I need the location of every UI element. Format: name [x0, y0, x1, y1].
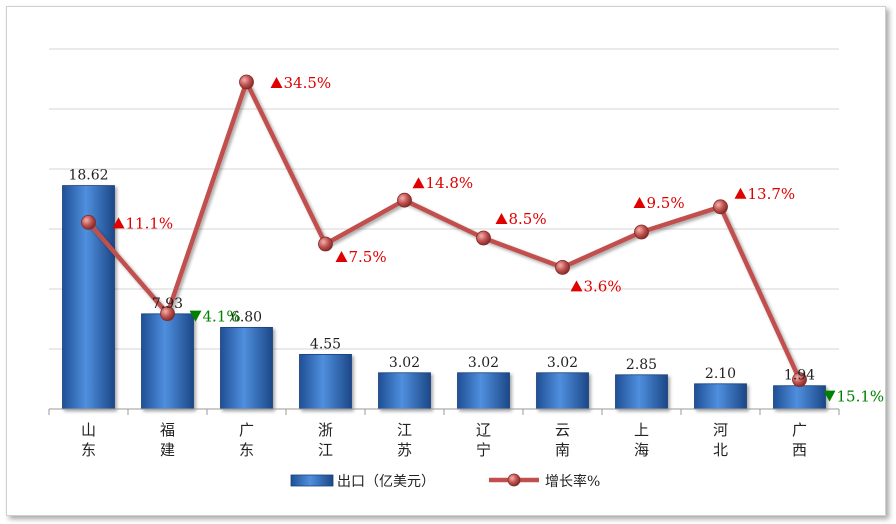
bar-value-label: 6.80: [231, 309, 262, 325]
up-triangle-icon: [112, 217, 125, 229]
growth-rate-label: 13.7%: [748, 185, 796, 203]
growth-rate-label: 3.6%: [584, 277, 622, 295]
category-label-line2: 东: [239, 441, 254, 459]
growth-point: [81, 214, 96, 230]
bar-value-label: 18.62: [68, 168, 108, 184]
growth-point: [555, 259, 570, 275]
growth-rate-label: 14.8%: [426, 174, 474, 192]
bar: [536, 372, 589, 410]
legend-line-label: 增长率%: [545, 473, 600, 490]
growth-point: [239, 74, 254, 90]
bar-series: [62, 185, 826, 410]
growth-point: [476, 230, 491, 246]
bar: [141, 313, 194, 410]
growth-rate-label: 4.1%: [203, 308, 241, 326]
gridlines: [49, 48, 839, 350]
bar-value-label: 1.94: [784, 368, 815, 384]
up-triangle-icon: [495, 213, 508, 224]
category-label-line1: 江: [397, 421, 412, 439]
category-label-line1: 云: [555, 421, 570, 439]
growth-rate-label: 7.5%: [349, 248, 387, 266]
bar: [694, 383, 747, 410]
up-triangle-icon: [633, 197, 646, 208]
growth-point: [634, 224, 649, 240]
category-label-line1: 河: [713, 421, 728, 439]
category-label-line1: 浙: [318, 421, 333, 439]
legend-bar-swatch: [290, 474, 334, 487]
category-label-line2: 海: [634, 441, 649, 459]
up-triangle-icon: [734, 187, 747, 199]
growth-point: [160, 306, 175, 322]
chart-svg: 18.62 7.93 6.80 4.55 3.02 3.02 3.02 2.85 2.10 1.9…: [48, 48, 884, 490]
category-label-line2: 南: [555, 441, 570, 459]
growth-rate-label: 34.5%: [284, 74, 332, 92]
category-label-line2: 北: [713, 441, 728, 459]
bar-value-label: 2.85: [626, 357, 657, 373]
growth-rate-label: 15.1%: [837, 388, 885, 406]
bar-value-label: 3.02: [468, 355, 499, 371]
legend-bar-label: 出口（亿美元）: [337, 474, 435, 490]
category-label-line1: 广: [792, 421, 807, 439]
growth-point: [318, 236, 333, 252]
bar: [378, 372, 431, 410]
category-label-line2: 宁: [476, 441, 491, 459]
category-label-line1: 上: [634, 421, 649, 439]
category-label-line2: 建: [160, 441, 175, 459]
category-label-line2: 东: [81, 441, 96, 459]
data-labels: 18.62 7.93 6.80 4.55 3.02 3.02 3.02 2.85 2.10 1.9…: [68, 74, 884, 406]
chart-frame: 18.62 7.93 6.80 4.55 3.02 3.02 3.02 2.85 2.10 1.9…: [6, 6, 886, 516]
down-triangle-icon: [823, 390, 836, 402]
growth-rate-label: 9.5%: [647, 194, 685, 212]
growth-point: [713, 199, 728, 215]
bar: [457, 372, 510, 410]
up-triangle-icon: [570, 280, 583, 292]
growth-rate-label: 8.5%: [509, 210, 547, 228]
bar: [773, 385, 826, 410]
growth-line: [86, 79, 802, 381]
category-label-line2: 西: [792, 441, 807, 459]
category-label-line2: 江: [318, 441, 333, 459]
bar-value-label: 3.02: [547, 355, 578, 371]
up-triangle-icon: [335, 251, 348, 262]
category-label-line1: 山: [81, 421, 96, 439]
growth-rate-label: 11.1%: [126, 214, 174, 232]
up-triangle-icon: [412, 177, 425, 189]
category-label-line1: 福: [160, 421, 175, 439]
category-label-line1: 辽: [476, 421, 491, 439]
growth-point: [397, 192, 412, 208]
up-triangle-icon: [270, 77, 283, 88]
growth-point: [792, 372, 807, 388]
down-triangle-icon: [189, 310, 202, 322]
legend-line-marker: [507, 473, 521, 487]
growth-line-series: [81, 74, 807, 388]
bar-value-label: 2.10: [705, 366, 736, 382]
bar-value-label: 4.55: [310, 336, 341, 352]
legend: 出口（亿美元） 增长率%: [290, 473, 600, 490]
bar: [220, 326, 273, 410]
bar-value-label: 7.93: [152, 296, 183, 312]
category-label-line2: 苏: [397, 441, 412, 459]
bar: [299, 353, 352, 410]
bar-value-label: 3.02: [389, 355, 420, 371]
category-label-line1: 广: [239, 421, 254, 439]
bar: [615, 374, 668, 410]
